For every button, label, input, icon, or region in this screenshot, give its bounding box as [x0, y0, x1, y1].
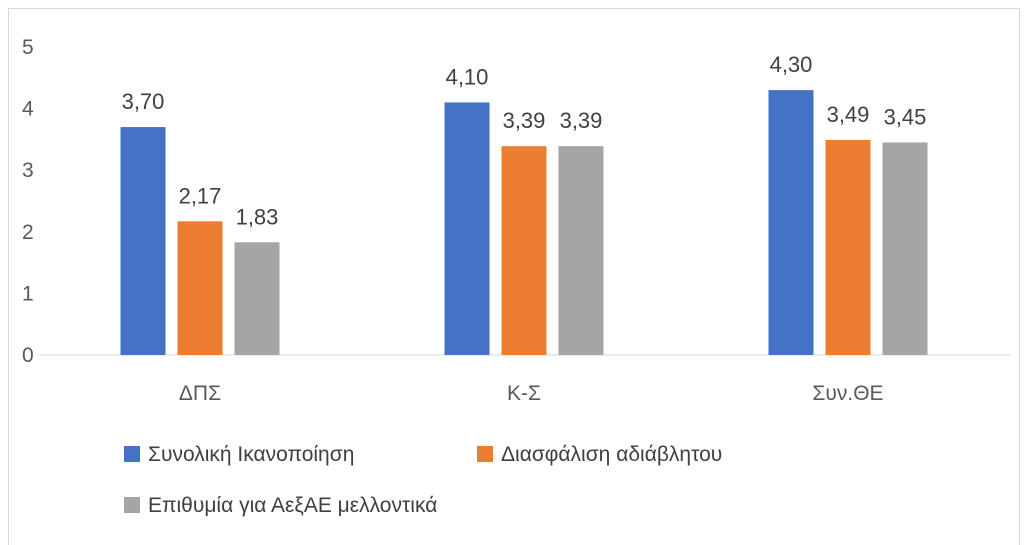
data-label: 2,17: [179, 183, 222, 208]
data-label: 3,45: [884, 104, 927, 129]
x-axis-ticks: ΔΠΣ Κ-Σ Συν.ΘΕ: [179, 382, 884, 405]
data-label: 1,83: [236, 204, 279, 229]
legend-swatch-3: [124, 497, 140, 513]
bar-2-1: [177, 221, 223, 355]
data-label: 3,39: [503, 108, 546, 133]
y-tick-label: 5: [22, 36, 34, 59]
bar-2-2: [501, 146, 547, 355]
bar-1-1: [120, 127, 166, 355]
legend-swatch-2: [477, 446, 493, 462]
y-tick-label: 4: [22, 98, 34, 121]
legend-label-1: Συνολική Ικανοποίηση: [148, 443, 354, 466]
y-tick-label: 2: [22, 221, 34, 244]
bar-1-3: [768, 90, 814, 356]
data-label: 3,39: [560, 108, 603, 133]
y-axis-ticks: 0 1 2 3 4 5: [22, 36, 34, 367]
bar-3-3: [882, 142, 928, 355]
data-labels: 3,70 2,17 1,83 4,10 3,39 3,39 4,30 3,49 3,45: [122, 52, 927, 229]
bar-3-1: [234, 242, 280, 355]
legend-label-2: Διασφάλιση αδιάβλητου: [501, 443, 722, 466]
bar-3-2: [558, 146, 604, 355]
data-label: 4,30: [770, 52, 813, 77]
bar-1-2: [444, 102, 490, 355]
x-tick-label: ΔΠΣ: [179, 382, 221, 405]
data-label: 3,49: [827, 102, 870, 127]
data-label: 4,10: [446, 64, 489, 89]
legend: Συνολική Ικανοποίηση Διασφάλιση αδιάβλητο…: [124, 443, 722, 517]
y-tick-label: 0: [22, 344, 34, 367]
bar-2-3: [825, 140, 871, 355]
y-tick-label: 1: [22, 282, 34, 305]
x-tick-label: Κ-Σ: [507, 382, 541, 405]
x-tick-label: Συν.ΘΕ: [812, 382, 883, 405]
legend-swatch-1: [124, 446, 140, 462]
y-tick-label: 3: [22, 159, 34, 182]
bars: [120, 90, 928, 356]
data-label: 3,70: [122, 89, 165, 114]
legend-label-3: Επιθυμία για ΑεξΑΕ μελλοντικά: [148, 494, 437, 517]
